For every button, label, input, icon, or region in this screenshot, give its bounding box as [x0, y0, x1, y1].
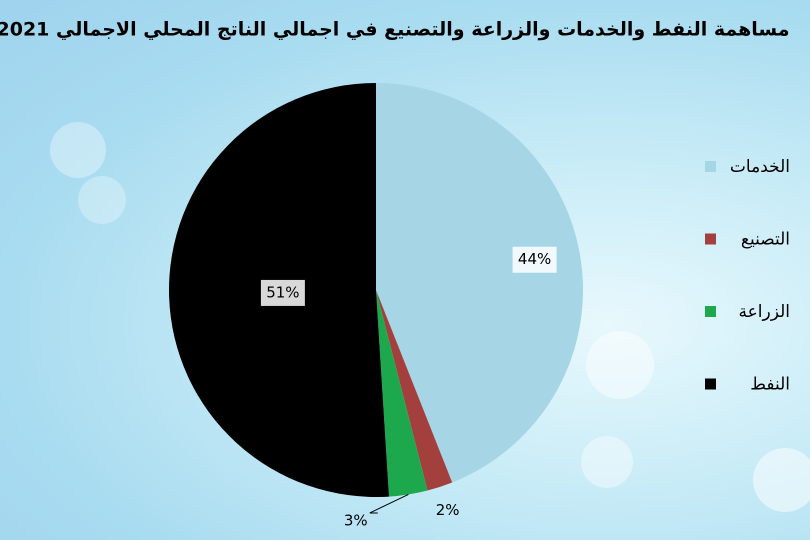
chart-title: مساهمة النفط والخدمات والزراعة والتصنيع … [0, 19, 790, 41]
legend: الخدمات التصنيع الزراعة النفط [705, 157, 790, 395]
legend-label: التصنيع [741, 230, 790, 250]
legend-swatch [705, 378, 716, 390]
data-label: 44% [518, 250, 551, 268]
data-label: 3% [344, 511, 368, 529]
leader-line [369, 494, 409, 514]
pie-slice [376, 290, 453, 491]
legend-swatch [705, 161, 716, 172]
label-box [260, 279, 305, 306]
legend-label: الخدمات [730, 157, 790, 177]
pie-slice [376, 83, 583, 483]
label-box [512, 246, 557, 273]
legend-label: النفط [750, 375, 790, 395]
data-label: 2% [436, 501, 460, 519]
data-label: 51% [266, 283, 299, 301]
legend-swatch [705, 233, 716, 245]
pie-slice [376, 290, 428, 497]
pie: 44% 2% 3% 51% [168, 83, 583, 529]
legend-swatch [705, 306, 716, 317]
legend-label: الزراعة [739, 302, 790, 322]
